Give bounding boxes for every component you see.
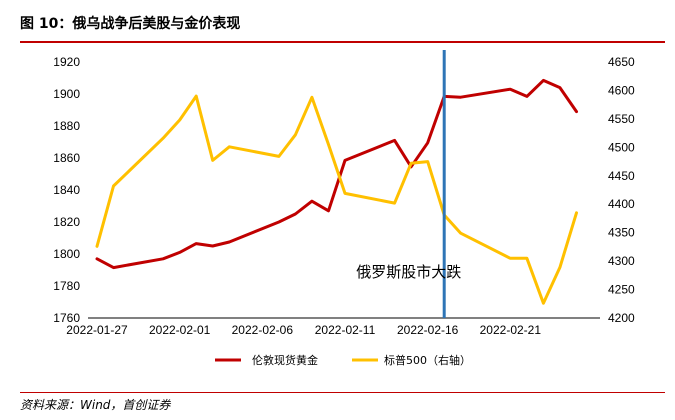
y-left-tick-label: 1860	[53, 151, 80, 165]
x-tick-label: 2022-02-11	[315, 323, 376, 337]
y-left-tick-label: 1800	[53, 247, 80, 261]
x-tick-label: 2022-02-06	[232, 323, 294, 337]
y-left-tick-label: 1880	[53, 119, 80, 133]
x-tick-label: 2022-02-01	[149, 323, 211, 337]
y-left-tick-label: 1760	[53, 311, 80, 325]
y-right-tick-label: 4250	[608, 283, 635, 297]
y-right-tick-label: 4600	[608, 83, 635, 97]
y-right-tick-label: 4500	[608, 140, 635, 154]
source-note: 资料来源：Wind，首创证券	[20, 398, 171, 412]
x-tick-label: 2022-01-27	[66, 323, 128, 337]
figure-title: 图 10：俄乌战争后美股与金价表现	[20, 16, 241, 32]
y-left-tick-label: 1920	[53, 55, 80, 69]
y-right-tick-label: 4450	[608, 169, 635, 183]
y-right-tick-label: 4400	[608, 197, 635, 211]
y-left-tick-label: 1820	[53, 215, 80, 229]
legend-label-sp500: 标普500（右轴）	[384, 353, 471, 367]
sp500-line	[95, 94, 578, 305]
y-left-tick-label: 1900	[53, 87, 80, 101]
gold-price-line	[95, 78, 578, 270]
y-right-tick-label: 4200	[608, 311, 635, 325]
source-rule	[20, 392, 665, 393]
legend-label-gold: 伦敦现货黄金	[252, 353, 318, 367]
y-right-tick-label: 4650	[608, 55, 635, 69]
x-tick-label: 2022-02-16	[397, 323, 459, 337]
y-left-tick-label: 1780	[53, 279, 80, 293]
y-right-tick-label: 4550	[608, 112, 635, 126]
y-right-tick-label: 4350	[608, 226, 635, 240]
y-left-tick-label: 1840	[53, 183, 80, 197]
y-right-tick-label: 4300	[608, 254, 635, 268]
event-annotation: 俄罗斯股市大跌	[356, 263, 461, 281]
title-rule	[20, 41, 665, 43]
x-tick-label: 2022-02-21	[480, 323, 542, 337]
